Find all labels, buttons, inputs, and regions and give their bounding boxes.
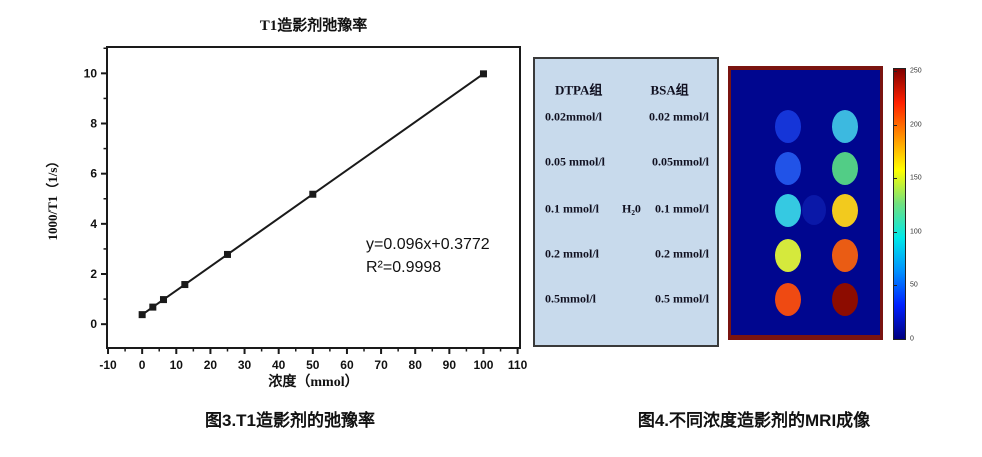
mri-sample-bsa <box>832 151 858 185</box>
mri-colorbar: 250 200 150 100 50 0 <box>893 68 922 343</box>
fit-equation: y=0.096x+0.3772 <box>366 236 490 253</box>
table-row: 0.5mmol/l 0.5 mmol/l <box>535 292 717 307</box>
colorbar-tick-mark <box>893 124 897 126</box>
data-point <box>159 296 167 304</box>
table-cell-bsa: 0.05mmol/l <box>651 154 709 169</box>
mri-sample-water <box>802 195 826 225</box>
colorbar-tick-label: 0 <box>910 335 914 343</box>
data-point <box>181 281 189 289</box>
x-tick-label: 0 <box>139 358 146 372</box>
y-tick-label: 4 <box>90 217 97 231</box>
table-cell-bsa: 0.2 mmol/l <box>654 246 709 261</box>
concentration-table: DTPA组 BSA组 0.02mmol/l 0.02 mmol/l 0.05 mmo… <box>533 57 719 347</box>
data-point <box>479 70 487 78</box>
x-tick-label: 10 <box>170 358 184 372</box>
x-tick-label: 100 <box>473 358 493 372</box>
mri-sample-dtpa <box>775 193 801 227</box>
table-cell-dtpa: 0.5mmol/l <box>545 291 596 306</box>
plot-title: T1造影剂弛豫率 <box>260 16 368 34</box>
colorbar-tick-mark <box>893 285 897 287</box>
table-row: 0.1 mmol/l H₂0 0.1 mmol/l <box>535 202 717 217</box>
y-tick-label: 0 <box>90 317 97 331</box>
figure3-caption: 图3.T1造影剂的弛豫率 <box>204 411 376 430</box>
y-tick-label: 10 <box>84 66 98 80</box>
data-point <box>309 190 317 198</box>
table-cell-water <box>615 292 648 307</box>
x-tick-label: 70 <box>374 358 388 372</box>
mri-sample-bsa <box>832 282 858 316</box>
colorbar-tick-label: 100 <box>910 228 922 236</box>
y-tick-label: 2 <box>90 267 97 281</box>
table-cell-water: H₂0 <box>621 201 641 216</box>
x-tick-label: 60 <box>340 358 354 372</box>
table-cell-bsa: 0.02 mmol/l <box>648 109 709 124</box>
table-cell-dtpa: 0.05 mmol/l <box>545 154 605 169</box>
colorbar-tick-mark <box>893 178 897 180</box>
data-point <box>138 311 146 319</box>
y-tick-label: 6 <box>90 167 97 181</box>
table-cell-bsa: 0.1 mmol/l <box>654 201 709 216</box>
table-cell-dtpa: 0.1 mmol/l <box>545 201 599 216</box>
y-tick-label: 8 <box>90 117 97 131</box>
data-point <box>149 303 157 311</box>
table-cell-bsa: 0.5 mmol/l <box>654 291 709 306</box>
x-tick-label: 40 <box>272 358 286 372</box>
fit-r-squared: R²=0.9998 <box>366 259 441 276</box>
x-tick-label: 80 <box>409 358 423 372</box>
table-header-dtpa: DTPA组 <box>554 82 603 98</box>
mri-sample-bsa <box>832 109 858 143</box>
y-axis-label: 1000/T1（1/s） <box>45 155 60 241</box>
figure4-caption: 图4.不同浓度造影剂的MRI成像 <box>637 411 871 430</box>
colorbar-tick-label: 250 <box>910 67 922 75</box>
table-cell-water <box>615 155 648 170</box>
table-cell-water <box>615 110 648 125</box>
table-row: 0.2 mmol/l 0.2 mmol/l <box>535 247 717 262</box>
colorbar-tick-mark <box>893 71 897 72</box>
mri-sample-dtpa <box>775 109 801 143</box>
mri-sample-dtpa <box>775 282 801 316</box>
table-header-row: DTPA组 BSA组 <box>535 80 717 99</box>
table-header-bsa: BSA组 <box>650 82 689 98</box>
mri-sample-bsa <box>832 238 858 272</box>
table-cell-dtpa: 0.2 mmol/l <box>545 246 599 261</box>
colorbar-tick-label: 150 <box>910 174 922 182</box>
table-row: 0.05 mmol/l 0.05mmol/l <box>535 155 717 170</box>
x-tick-label: 50 <box>306 358 320 372</box>
x-tick-label: -10 <box>99 358 117 372</box>
table-cell-water <box>615 247 648 262</box>
x-tick-label: 20 <box>204 358 218 372</box>
mri-sample-dtpa <box>775 151 801 185</box>
colorbar-tick-mark <box>893 231 897 233</box>
colorbar-tick-label: 200 <box>910 121 922 129</box>
x-tick-label: 30 <box>238 358 252 372</box>
mri-image <box>728 66 883 340</box>
table-cell-dtpa: 0.02mmol/l <box>545 109 602 124</box>
x-tick-label: 110 <box>508 358 528 372</box>
t1-relaxivity-plot: T1造影剂弛豫率 -10 0 10 20 30 40 50 60 70 80 90 100 110 0 2 4 6… <box>45 16 528 390</box>
table-row: 0.02mmol/l 0.02 mmol/l <box>535 110 717 125</box>
mri-sample-bsa <box>832 193 858 227</box>
data-point <box>223 250 231 258</box>
x-axis-label: 浓度（mmol） <box>268 373 358 390</box>
x-tick-label: 90 <box>443 358 457 372</box>
colorbar-tick-mark <box>893 339 897 340</box>
mri-sample-dtpa <box>775 238 801 272</box>
colorbar-tick-label: 50 <box>910 281 918 289</box>
